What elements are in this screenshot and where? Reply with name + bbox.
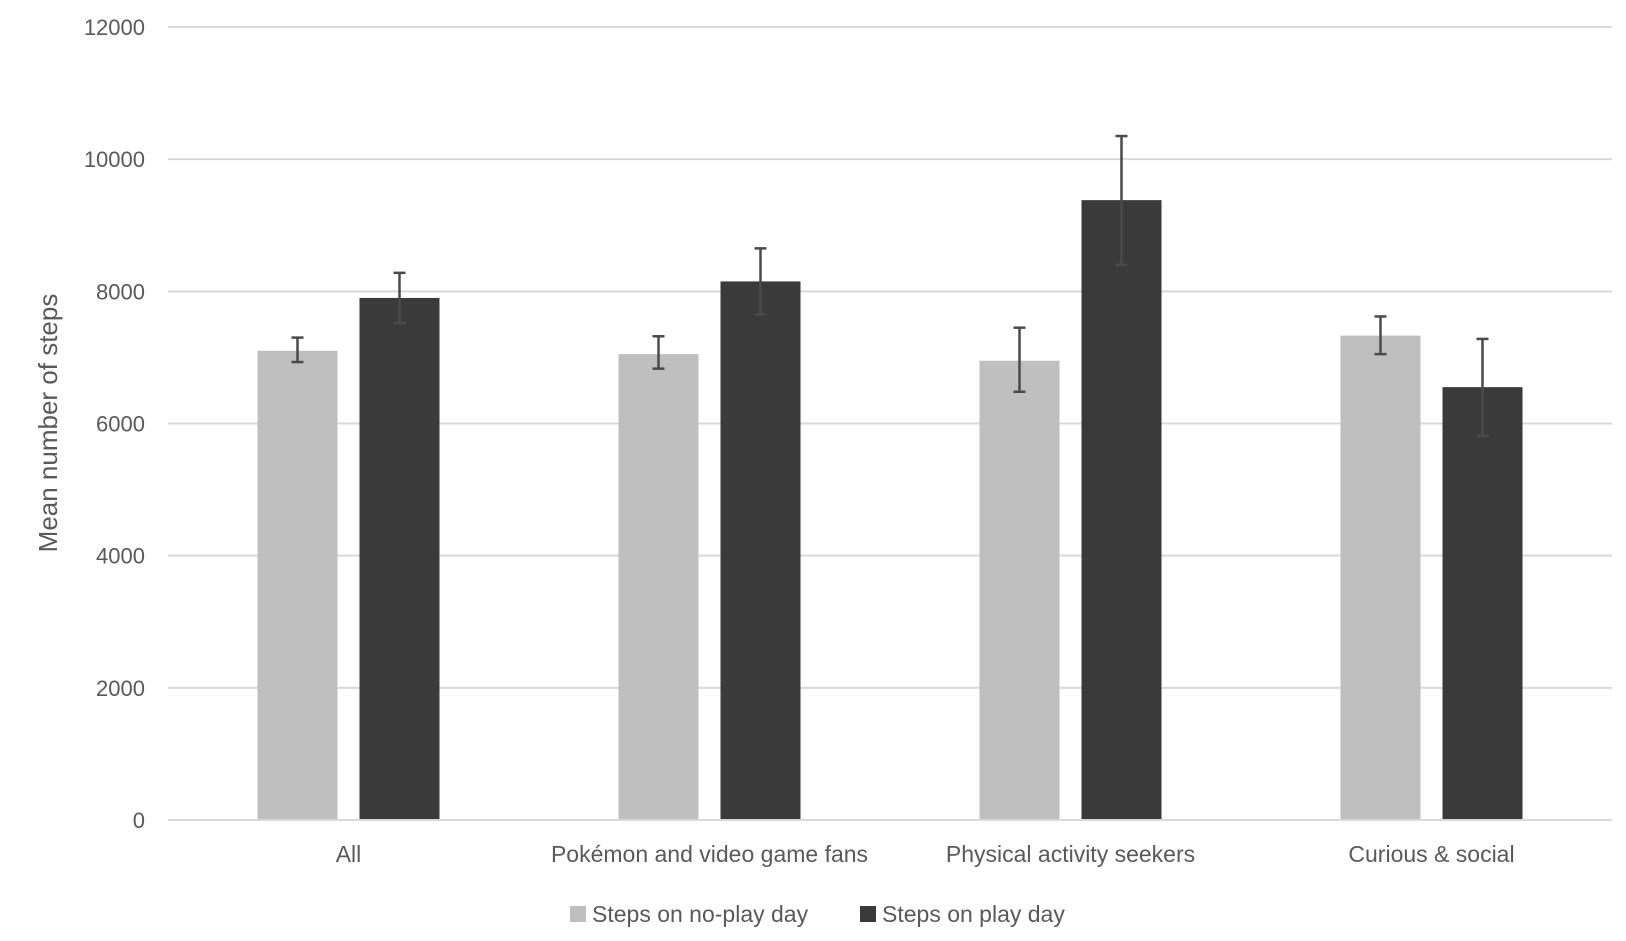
bar <box>979 360 1060 819</box>
category-label: Curious & social <box>1348 841 1514 867</box>
bar <box>720 281 801 819</box>
bar <box>1081 200 1162 820</box>
legend-swatch <box>570 906 586 922</box>
legend-swatch <box>860 906 876 922</box>
bar <box>618 354 699 819</box>
category-label: Physical activity seekers <box>946 841 1195 867</box>
legend-label: Steps on play day <box>882 901 1065 927</box>
y-tick-label: 0 <box>133 808 145 833</box>
category-label: Pokémon and video game fans <box>551 841 868 867</box>
y-tick-label: 10000 <box>84 147 145 172</box>
error-bars <box>291 134 1489 438</box>
y-axis-title: Mean number of steps <box>33 294 63 553</box>
bar <box>1442 387 1523 819</box>
y-axis-ticks: 0 2000 4000 6000 8000 10000 12000 <box>84 15 145 833</box>
y-tick-label: 4000 <box>96 544 145 569</box>
y-tick-label: 12000 <box>84 15 145 40</box>
x-axis-categories: All Pokémon and video game fans Physical a… <box>336 841 1515 867</box>
y-tick-label: 8000 <box>96 279 145 304</box>
legend: Steps on no-play day Steps on play day <box>570 901 1065 927</box>
y-tick-label: 6000 <box>96 412 145 437</box>
y-tick-label: 2000 <box>96 676 145 701</box>
bar <box>1340 335 1421 819</box>
bars <box>257 200 1523 820</box>
category-label: All <box>336 841 362 867</box>
bar <box>257 350 338 819</box>
legend-label: Steps on no-play day <box>592 901 809 927</box>
bar <box>359 297 440 820</box>
